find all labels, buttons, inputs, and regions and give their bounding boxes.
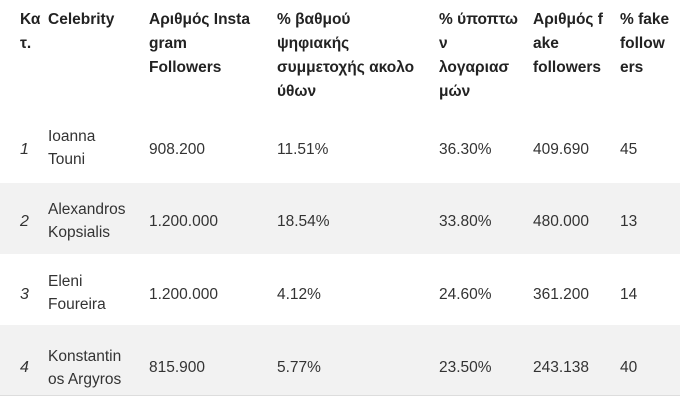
rank-cell: 3 [20, 286, 29, 303]
celebrity-name: Ioanna Touni [48, 128, 96, 168]
rank-cell: 4 [20, 359, 29, 376]
header-instagram-followers: Αριθμός Insta gram Followers [149, 11, 250, 76]
table-bottom-border [0, 395, 680, 396]
rank-cell: 1 [20, 141, 29, 158]
table-row: 4 Konstantin os Argyros 815.900 5.77% 23.… [0, 325, 680, 396]
followers-cell: 815.900 [149, 359, 206, 376]
fake-followers-cell: 480.000 [533, 213, 590, 230]
suspicious-cell: 33.80% [439, 213, 492, 230]
header-fake-followers: Αριθμός f ake followers [533, 11, 603, 76]
table-row: 2 Alexandros Kopsialis 1.200.000 18.54% 3… [0, 183, 680, 254]
fake-followers-cell: 243.138 [533, 359, 590, 376]
header-fake-percent: % fake follow ers [620, 11, 670, 76]
celebrity-name: Alexandros Kopsialis [48, 201, 126, 241]
celebrity-name: Eleni Foureira [48, 273, 106, 313]
followers-cell: 1.200.000 [149, 213, 218, 230]
header-engagement: % βαθμού ψηφιακής συμμετοχής ακολο ύθων [277, 11, 415, 100]
header-suspicious-accounts: % ύποπτω ν λογαριασ μών [439, 11, 519, 100]
rank-cell: 2 [20, 213, 29, 230]
suspicious-cell: 36.30% [439, 141, 492, 158]
engagement-cell: 11.51% [277, 141, 329, 158]
table-row: 3 Eleni Foureira 1.200.000 4.12% 24.60% 3… [0, 254, 680, 325]
followers-cell: 1.200.000 [149, 286, 218, 303]
engagement-cell: 18.54% [277, 213, 330, 230]
fake-percent-cell: 45 [620, 141, 638, 158]
table-header: Κα τ. Celebrity Αριθμός Insta gram Follower… [0, 0, 680, 112]
engagement-cell: 4.12% [277, 286, 321, 303]
engagement-cell: 5.77% [277, 359, 321, 376]
fake-percent-cell: 40 [620, 359, 638, 376]
table-row: 1 Ioanna Touni 908.200 11.51% 36.30% 409.… [0, 112, 680, 183]
suspicious-cell: 24.60% [439, 286, 492, 303]
header-celebrity: Celebrity [48, 11, 115, 28]
celebrity-name: Konstantin os Argyros [48, 348, 122, 388]
fake-followers-cell: 361.200 [533, 286, 590, 303]
fake-percent-cell: 13 [620, 213, 638, 230]
fake-percent-cell: 14 [620, 286, 638, 303]
followers-cell: 908.200 [149, 141, 206, 158]
suspicious-cell: 23.50% [439, 359, 492, 376]
header-rank: Κα τ. [20, 11, 41, 52]
fake-followers-cell: 409.690 [533, 141, 590, 158]
